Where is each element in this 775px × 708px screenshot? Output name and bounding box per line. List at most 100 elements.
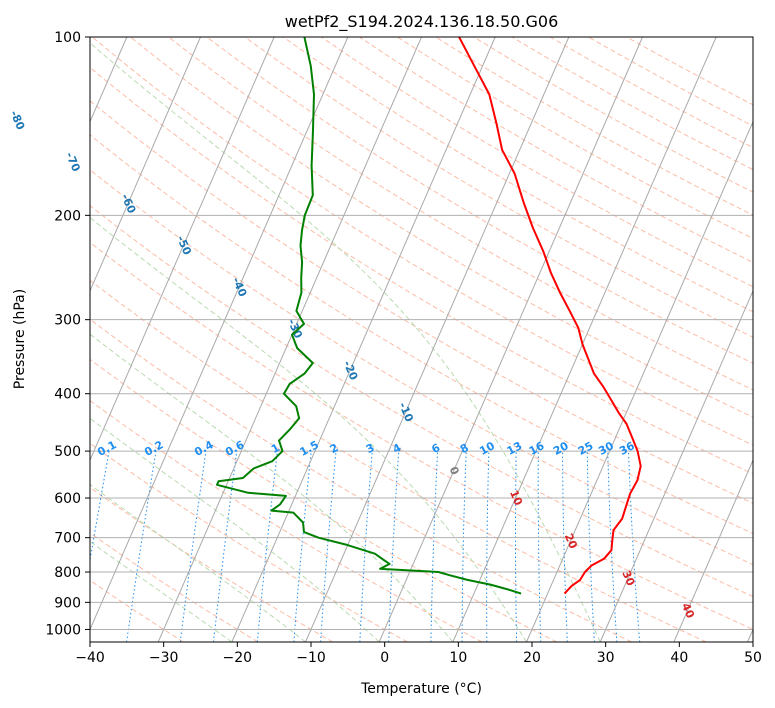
plot-frame [89, 36, 754, 643]
mixing-ratio-label: 20 [551, 439, 571, 458]
y-tick-label: 400 [54, 387, 81, 403]
isotherm-label: 20 [562, 532, 580, 552]
dry-adiabat [90, 486, 333, 642]
isotherm-label: -60 [118, 192, 138, 216]
isotherm [673, 458, 753, 642]
isotherm [599, 289, 753, 642]
mixing-ratio-line [213, 451, 238, 642]
y-tick-label: 800 [54, 565, 81, 581]
mixing-ratio-label: 2 [328, 441, 341, 456]
isotherm-label: -80 [7, 108, 27, 132]
dry-adiabat [90, 134, 753, 535]
mixing-ratio-lines [90, 451, 641, 642]
dry-adiabat [90, 279, 707, 642]
dry-adiabat [90, 318, 632, 642]
mixing-ratio-label: 4 [391, 441, 404, 456]
dry-adiabat [130, 37, 753, 418]
mixing-ratio-label: 1.5 [298, 438, 321, 459]
isotherm [526, 120, 753, 642]
isotherm-label: 10 [507, 488, 525, 508]
x-axis: −40 −30 −20 −10 0 10 20 30 40 50 [75, 642, 762, 666]
temperature-line [458, 37, 642, 595]
mixing-ratio-line [256, 451, 278, 642]
isotherm-label: 40 [679, 601, 697, 621]
dry-adiabats [90, 37, 753, 642]
y-tick-label: 500 [54, 444, 81, 460]
isotherm-label: -70 [63, 150, 83, 174]
x-tick-label: −20 [223, 650, 253, 666]
isotherm-label: -10 [396, 400, 416, 424]
mixing-ratio-line [90, 451, 110, 563]
dry-adiabat [473, 37, 753, 193]
moist-adiabats [90, 42, 601, 642]
mixing-ratio-label: 0.2 [142, 438, 165, 459]
x-tick-label: 40 [670, 650, 688, 666]
mixing-ratio-line [359, 451, 373, 642]
dry-adiabat [90, 400, 483, 642]
x-tick-label: −30 [149, 650, 179, 666]
isotherm [747, 628, 753, 642]
x-tick-label: −40 [75, 650, 105, 666]
dry-adiabat [90, 241, 753, 630]
x-tick-label: 0 [380, 650, 389, 666]
x-tick-label: 10 [449, 650, 467, 666]
moist-adiabat [90, 417, 380, 642]
y-tick-label: 600 [54, 491, 81, 507]
mixing-ratio-line [293, 451, 312, 642]
x-tick-label: −10 [296, 650, 326, 666]
dry-adiabat [588, 37, 753, 127]
moist-adiabat [90, 42, 601, 642]
mixing-ratio-line [430, 451, 439, 642]
mixing-ratio-line [586, 451, 595, 642]
y-axis: 1000 900 800 700 600 500 400 300 200 100 [45, 30, 90, 638]
x-tick-label: 50 [744, 650, 762, 666]
mixing-ratio-label: 16 [527, 439, 547, 458]
background-lines [90, 37, 753, 642]
y-tick-label: 300 [54, 313, 81, 329]
isotherm-label: -40 [229, 275, 249, 299]
y-tick-label: 900 [54, 595, 81, 611]
isotherms [90, 37, 753, 642]
mixing-ratio-label: 8 [458, 441, 471, 456]
mixing-ratio-line [126, 451, 157, 642]
isotherm [157, 37, 422, 642]
dry-adiabat [90, 204, 753, 598]
isotherm [305, 37, 570, 642]
profile-series [216, 37, 642, 595]
dewpoint-line [216, 37, 522, 595]
dry-adiabat [549, 37, 753, 149]
isotherm [378, 37, 643, 642]
mixing-ratio-label: 3 [364, 441, 377, 456]
dry-adiabat [168, 37, 753, 391]
isotherm-label: -50 [174, 234, 194, 258]
isotherm [231, 37, 496, 642]
y-tick-label: 1000 [45, 622, 81, 638]
dry-adiabat [90, 66, 753, 475]
mixing-ratio-label: 6 [429, 441, 442, 456]
moist-adiabat [90, 217, 527, 642]
mixing-ratio-label: 13 [505, 439, 525, 458]
mixing-ratio-label: 36 [617, 439, 637, 458]
y-tick-label: 100 [54, 30, 81, 46]
x-tick-label: 30 [597, 650, 615, 666]
dry-adiabat [90, 442, 408, 642]
isotherm-label: 30 [619, 569, 637, 589]
dry-adiabat [320, 37, 753, 288]
isotherm [452, 37, 717, 642]
mixing-ratio-label: 0.1 [95, 438, 118, 459]
dry-adiabat [359, 37, 753, 264]
moist-adiabat [90, 483, 306, 642]
y-axis-label: Pressure (hPa) [12, 289, 28, 389]
dry-adiabat [90, 358, 558, 642]
mixing-ratio-label: 10 [477, 439, 497, 458]
isotherm-label: -20 [341, 359, 361, 383]
isotherm [90, 37, 349, 631]
dry-adiabat [90, 579, 184, 642]
isotherm [90, 37, 201, 293]
isotherm [90, 37, 275, 462]
moist-adiabat [90, 540, 233, 642]
isotherm-label: 0 [447, 465, 462, 478]
mixing-ratio-line [320, 451, 337, 642]
dry-adiabat [397, 37, 753, 240]
